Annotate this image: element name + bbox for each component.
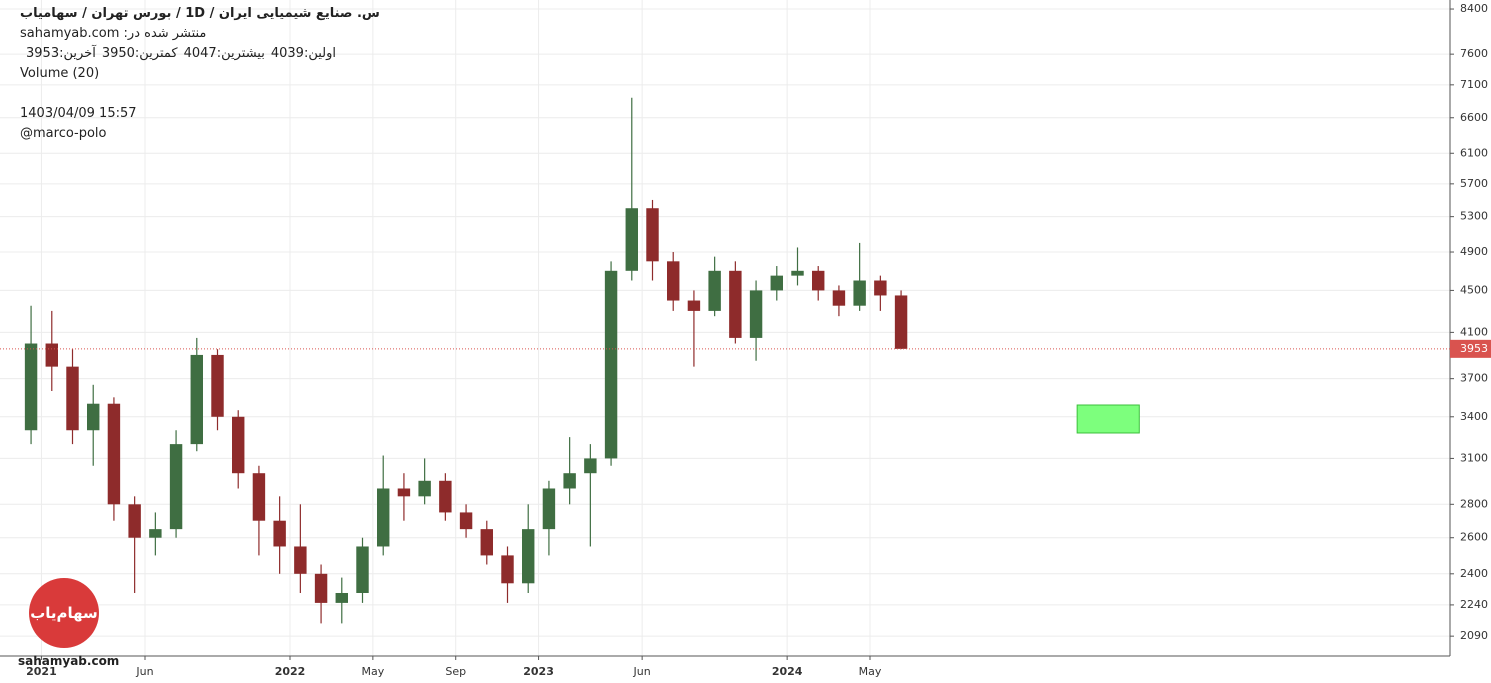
candle-body <box>563 473 576 489</box>
volume-label: Volume (20) <box>20 66 100 81</box>
candle-body <box>604 270 618 459</box>
candle-body <box>107 403 121 505</box>
y-tick-label: 3700 <box>1460 372 1488 385</box>
candle-body <box>501 555 514 584</box>
candle-body <box>335 592 348 603</box>
candle-body <box>687 300 701 311</box>
timestamp: 1403/04/09 15:57 <box>20 106 137 121</box>
candle-body <box>128 504 141 538</box>
candle-body <box>377 488 390 547</box>
candle-body <box>252 473 266 521</box>
candle-body <box>729 270 742 338</box>
y-tick-label: 2400 <box>1460 567 1488 580</box>
candle-body <box>169 444 183 530</box>
candle-body <box>149 529 162 538</box>
x-tick-label: 2022 <box>275 665 306 678</box>
candle-body <box>459 512 473 530</box>
candle-body <box>791 270 804 276</box>
x-tick-label: Jun <box>633 665 651 678</box>
candle-body <box>87 403 100 431</box>
x-tick-label: 2024 <box>772 665 803 678</box>
y-tick-label: 7100 <box>1460 78 1488 91</box>
candle-body <box>770 275 783 291</box>
x-tick-label: May <box>361 665 384 678</box>
candle-body <box>584 458 597 474</box>
candle-body <box>894 295 908 349</box>
candle-body <box>625 208 638 271</box>
ohlc-value: 4039 <box>270 46 304 61</box>
logo: سهام‌یاب <box>29 578 99 648</box>
ohlc-label: بیشترین: <box>216 46 265 61</box>
candle-body <box>190 354 203 445</box>
last-price-label: 3953 <box>1460 342 1488 355</box>
y-tick-label: 6100 <box>1460 146 1488 159</box>
candle-body <box>812 270 825 291</box>
ohlc-label: کمترین: <box>134 46 178 61</box>
candle-body <box>480 529 493 556</box>
candle-body <box>397 488 411 497</box>
candle-body <box>749 290 763 338</box>
y-tick-label: 2600 <box>1460 531 1488 544</box>
candle-body <box>522 529 535 584</box>
candle-body <box>832 290 846 306</box>
candle-body <box>66 366 79 431</box>
last-price-box <box>1450 339 1491 358</box>
watermark: sahamyab.com <box>18 654 120 668</box>
candle-body <box>439 480 452 513</box>
x-tick-label: Sep <box>445 665 466 678</box>
y-tick-label: 4500 <box>1460 283 1488 296</box>
y-tick-label: 4100 <box>1460 325 1488 338</box>
candle-body <box>667 261 680 301</box>
chart-title: س. صنایع شیمیایی ایران / 1D / بورس تهران… <box>20 6 380 21</box>
candle-body <box>232 416 245 474</box>
ohlc-value: 3953 <box>26 46 60 61</box>
ohlc-label: اولین: <box>303 46 336 61</box>
y-tick-label: 6600 <box>1460 111 1488 124</box>
candle-body <box>273 520 286 547</box>
candle-body <box>646 208 659 262</box>
ohlc-line: اولین:4039 بیشترین:4047 کمترین:3950 آخرین:3… <box>20 46 336 61</box>
y-tick-label: 4900 <box>1460 245 1488 258</box>
y-tick-label: 2090 <box>1460 629 1488 642</box>
published: منتشر شده در: sahamyab.com <box>20 26 207 41</box>
candle-body <box>314 573 328 603</box>
ohlc-value: 3950 <box>101 46 135 61</box>
y-tick-label: 7600 <box>1460 47 1488 60</box>
candle-body <box>542 488 556 530</box>
y-tick-label: 2240 <box>1460 598 1488 611</box>
x-tick-label: May <box>859 665 882 678</box>
candle-body <box>853 280 866 306</box>
ohlc-label: آخرین: <box>59 46 96 61</box>
candle-body <box>356 546 369 593</box>
author: @marco-polo <box>20 126 107 141</box>
y-tick-label: 3100 <box>1460 451 1488 464</box>
candle-body <box>294 546 307 574</box>
x-tick-label: 2023 <box>523 665 554 678</box>
ohlc-value: 4047 <box>183 46 217 61</box>
y-tick-label: 3400 <box>1460 410 1488 423</box>
y-tick-label: 8400 <box>1460 2 1488 15</box>
candle-body <box>418 480 431 497</box>
candle-body <box>24 343 38 431</box>
x-tick-label: 2021 <box>26 665 57 678</box>
candle-body <box>874 280 887 296</box>
y-tick-label: 2800 <box>1460 497 1488 510</box>
candle-body <box>45 343 58 367</box>
y-tick-label: 5700 <box>1460 177 1488 190</box>
candle-body <box>211 354 224 417</box>
x-tick-label: Jun <box>135 665 153 678</box>
y-tick-label: 5300 <box>1460 210 1488 223</box>
candle-body <box>708 270 721 311</box>
zone <box>1076 404 1140 434</box>
